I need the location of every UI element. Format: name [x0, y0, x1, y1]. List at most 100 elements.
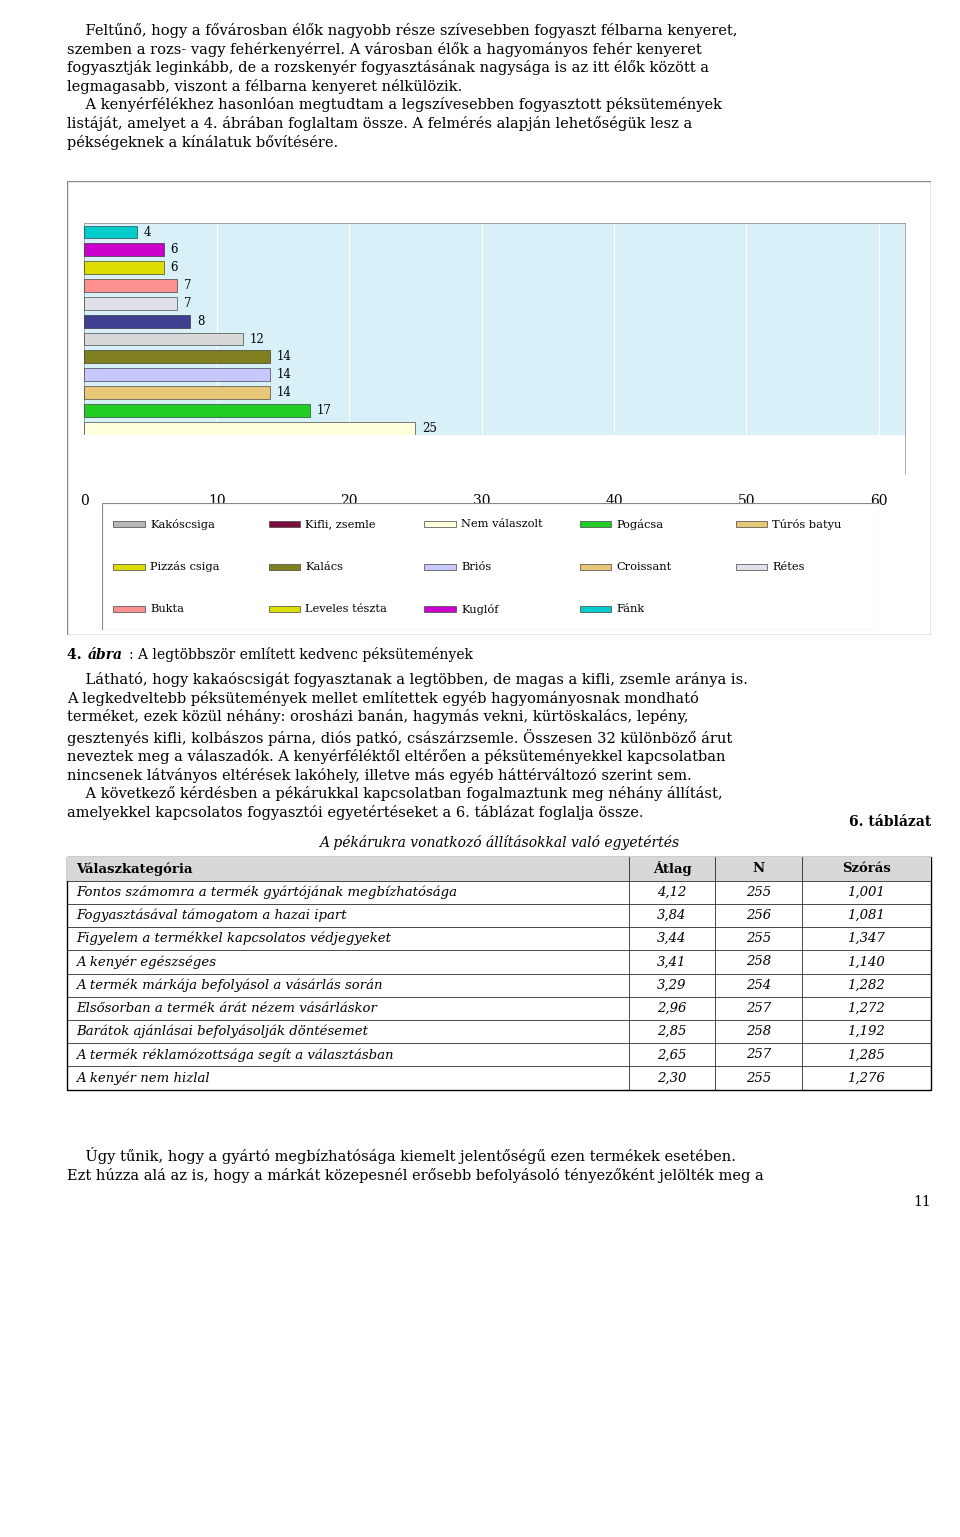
Text: Fogyasztásával támogatom a hazai ipart: Fogyasztásával támogatom a hazai ipart: [76, 908, 347, 922]
Text: Briós: Briós: [461, 561, 492, 572]
Text: 25: 25: [422, 421, 437, 435]
Text: : A legtöbbször említett kedvenc péksütemények: : A legtöbbször említett kedvenc péksüte…: [129, 647, 472, 662]
Bar: [84, 369, 270, 381]
Text: 57: 57: [846, 458, 861, 470]
Bar: [113, 564, 145, 570]
Text: Kalács: Kalács: [305, 561, 344, 572]
Bar: [424, 564, 456, 570]
Bar: [113, 606, 145, 612]
Text: Barátok ajánlásai befolyásolják döntésemet: Barátok ajánlásai befolyásolják döntésem…: [76, 1025, 368, 1039]
Text: 258: 258: [746, 1025, 771, 1037]
Text: 2,85: 2,85: [658, 1025, 686, 1037]
Text: 6. táblázat: 6. táblázat: [849, 816, 931, 830]
Text: 1,001: 1,001: [848, 885, 885, 899]
Text: 256: 256: [746, 908, 771, 922]
Text: A kenyér nem hizlal: A kenyér nem hizlal: [76, 1071, 209, 1085]
Text: 14: 14: [276, 369, 291, 381]
Bar: [84, 261, 164, 274]
Text: 1,272: 1,272: [848, 1002, 885, 1014]
Text: Fontos számomra a termék gyártójának megbízhatósága: Fontos számomra a termék gyártójának meg…: [76, 885, 457, 899]
Text: 1,285: 1,285: [848, 1048, 885, 1062]
Text: 2,96: 2,96: [658, 1002, 686, 1014]
Bar: [424, 606, 456, 612]
Text: 11: 11: [914, 1194, 931, 1208]
Bar: [84, 404, 309, 417]
Text: 2,65: 2,65: [658, 1048, 686, 1062]
Text: 1,282: 1,282: [848, 979, 885, 991]
Text: Kuglóf: Kuglóf: [461, 604, 498, 615]
Bar: [84, 421, 416, 435]
Text: Kifli, zsemle: Kifli, zsemle: [305, 520, 376, 529]
Text: A termék márkája befolyásol a vásárlás során: A termék márkája befolyásol a vásárlás s…: [76, 979, 382, 991]
Bar: [735, 521, 767, 527]
Text: 17: 17: [316, 404, 331, 417]
Text: A kenyér egészséges: A kenyér egészséges: [76, 954, 216, 968]
Bar: [269, 564, 300, 570]
Text: Pizzás csiga: Pizzás csiga: [150, 561, 220, 572]
Text: 42: 42: [647, 440, 662, 452]
Text: 257: 257: [746, 1048, 771, 1062]
Text: Válaszkategória: Válaszkategória: [76, 862, 192, 876]
Bar: [580, 564, 612, 570]
Bar: [269, 521, 300, 527]
Text: 255: 255: [746, 885, 771, 899]
Text: 14: 14: [276, 350, 291, 363]
Text: Szórás: Szórás: [842, 862, 891, 876]
Text: Nem válaszolt: Nem válaszolt: [461, 520, 542, 529]
Text: 8: 8: [197, 315, 204, 327]
Bar: [269, 606, 300, 612]
Text: Figyelem a termékkel kapcsolatos védjegyeket: Figyelem a termékkel kapcsolatos védjegy…: [76, 931, 391, 945]
Text: Bukta: Bukta: [150, 604, 184, 615]
Bar: [67, 858, 931, 1090]
X-axis label: %: %: [488, 510, 502, 524]
Bar: [113, 521, 145, 527]
Text: 255: 255: [746, 931, 771, 945]
Text: 7: 7: [183, 280, 191, 292]
Text: 14: 14: [276, 386, 291, 400]
Text: A termék réklamózottsága segít a választásban: A termék réklamózottsága segít a választ…: [76, 1048, 394, 1062]
Bar: [424, 521, 456, 527]
Text: 258: 258: [746, 956, 771, 968]
Text: 12: 12: [250, 332, 265, 346]
Bar: [580, 606, 612, 612]
Text: 4.: 4.: [67, 647, 86, 662]
Text: 255: 255: [746, 1071, 771, 1085]
Text: Leveles tészta: Leveles tészta: [305, 604, 388, 615]
Text: Croissant: Croissant: [616, 561, 672, 572]
Text: 4: 4: [144, 226, 152, 238]
Text: Úgy tűnik, hogy a gyártó megbízhatósága kiemelt jelentőségű ezen termékek esetéb: Úgy tűnik, hogy a gyártó megbízhatósága …: [67, 1147, 764, 1183]
Text: ábra: ábra: [88, 647, 123, 662]
Text: 1,192: 1,192: [848, 1025, 885, 1037]
Text: Fánk: Fánk: [616, 604, 645, 615]
Bar: [84, 315, 190, 327]
Text: 3,44: 3,44: [658, 931, 686, 945]
Text: Átlag: Átlag: [653, 861, 691, 876]
Text: 3,84: 3,84: [658, 908, 686, 922]
Text: N: N: [753, 862, 764, 876]
Text: A pékárukra vonatkozó állításokkal való egyetértés: A pékárukra vonatkozó állításokkal való …: [319, 835, 680, 850]
Bar: [67, 858, 931, 881]
Text: 1,347: 1,347: [848, 931, 885, 945]
Bar: [735, 564, 767, 570]
Text: 3,29: 3,29: [658, 979, 686, 991]
Text: Feltűnő, hogy a fővárosban élők nagyobb része szívesebben fogyaszt félbarna keny: Feltűnő, hogy a fővárosban élők nagyobb …: [67, 23, 737, 149]
Text: Pogácsa: Pogácsa: [616, 520, 663, 530]
Text: Kakóscsiga: Kakóscsiga: [150, 520, 215, 530]
Text: 257: 257: [746, 1002, 771, 1014]
Text: Túrós batyu: Túrós batyu: [772, 520, 841, 530]
Bar: [580, 521, 612, 527]
Text: 1,276: 1,276: [848, 1071, 885, 1085]
Text: Látható, hogy kakaóscsigát fogyasztanak a legtöbben, de magas a kifli, zsemle ar: Látható, hogy kakaóscsigát fogyasztanak …: [67, 672, 748, 821]
Text: 4,12: 4,12: [658, 885, 686, 899]
Bar: [84, 332, 243, 346]
Bar: [84, 386, 270, 400]
Text: 254: 254: [746, 979, 771, 991]
Bar: [84, 226, 137, 238]
Bar: [84, 297, 178, 310]
Text: Rétes: Rétes: [772, 561, 804, 572]
Bar: [84, 350, 270, 363]
Bar: [84, 440, 640, 452]
Text: 7: 7: [183, 297, 191, 310]
Bar: [84, 243, 164, 257]
Text: 6: 6: [171, 261, 178, 274]
